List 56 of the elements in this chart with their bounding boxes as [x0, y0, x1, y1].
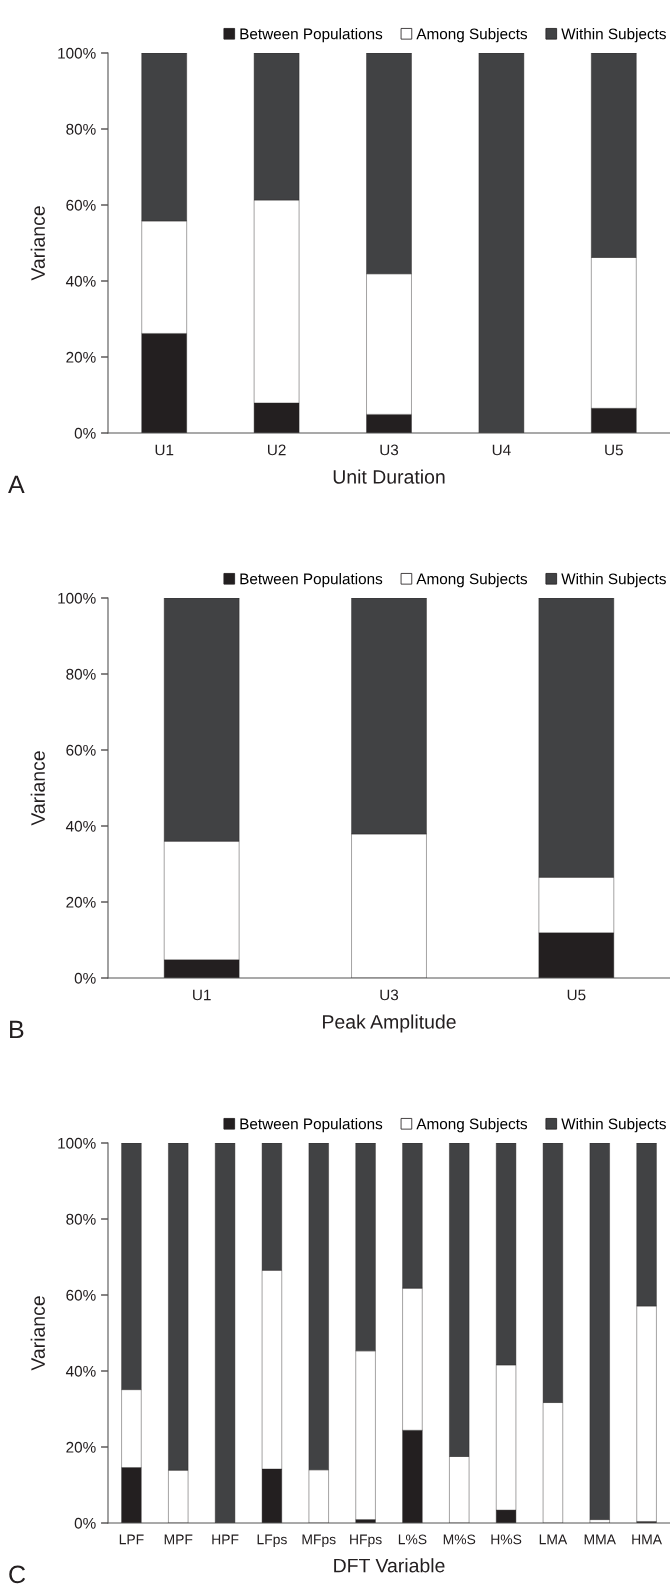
y-tick-label: 60% [66, 199, 96, 211]
legend-label: Among Subjects [416, 28, 528, 43]
y-tick-label: 60% [66, 1289, 96, 1301]
y-tick-label: 20% [66, 1441, 96, 1453]
x-tick-label: MFps [302, 1534, 336, 1548]
legend-label: Within Subjects [561, 28, 666, 43]
y-tick-label: 80% [66, 668, 96, 680]
y-tick-label: 40% [65, 1365, 96, 1377]
x-tick-label: U3 [380, 444, 399, 456]
x-tick-label: U2 [268, 444, 286, 456]
legend-label: Between Populations [240, 1118, 383, 1133]
x-tick-label: MPF [164, 1534, 193, 1545]
x-tick-label: U5 [605, 444, 623, 456]
legend-label: Between Populations [240, 28, 383, 43]
x-axis-title: DFT Variable [334, 1558, 445, 1573]
y-tick-label: 20% [66, 896, 96, 908]
x-tick-label: L%S [398, 1534, 427, 1545]
x-tick-label: U3 [380, 989, 399, 1001]
x-tick-label: U1 [193, 989, 211, 1001]
y-tick-label: 0% [74, 972, 96, 984]
y-tick-label: 100% [58, 47, 96, 59]
y-axis-title: Variance [30, 206, 45, 281]
y-axis-title: Variance [30, 751, 45, 826]
legend-label: Within Subjects [561, 573, 666, 588]
legend-label: Between Populations [240, 573, 383, 588]
legend-label: Among Subjects [416, 573, 528, 588]
x-tick-label: HMA [632, 1534, 662, 1545]
y-tick-label: 80% [66, 1213, 96, 1225]
x-tick-label: HPF [212, 1534, 239, 1545]
x-tick-label: MMA [584, 1534, 616, 1545]
y-tick-label: 40% [65, 820, 96, 832]
x-tick-label: M%S [443, 1534, 476, 1545]
y-tick-label: 100% [58, 592, 96, 604]
x-tick-label: LFps [257, 1534, 287, 1548]
x-tick-label: LPF [119, 1534, 144, 1545]
text: C [9, 1565, 26, 1584]
y-tick-label: 0% [74, 427, 96, 439]
text: B [10, 1020, 24, 1038]
y-tick-label: 100% [58, 1137, 96, 1149]
y-tick-label: 20% [66, 351, 96, 363]
x-tick-label: LMA [539, 1534, 568, 1545]
x-axis-title: Peak Amplitude [323, 1014, 456, 1033]
x-tick-label: HFps [350, 1534, 382, 1548]
y-tick-label: 80% [66, 123, 96, 135]
legend-label: Among Subjects [416, 1118, 528, 1133]
x-tick-label: U1 [155, 444, 174, 456]
y-tick-label: 40% [65, 275, 96, 287]
x-tick-label: U5 [567, 989, 586, 1001]
y-tick-label: 0% [74, 1517, 96, 1529]
y-axis-title: Variance [30, 1296, 45, 1371]
x-tick-label: U4 [492, 444, 511, 456]
text: A [8, 475, 25, 493]
x-axis-title: Unit Duration [333, 469, 445, 484]
x-tick-label: H%S [491, 1534, 522, 1545]
y-tick-label: 60% [66, 744, 96, 756]
legend-label: Within Subjects [561, 1118, 666, 1133]
